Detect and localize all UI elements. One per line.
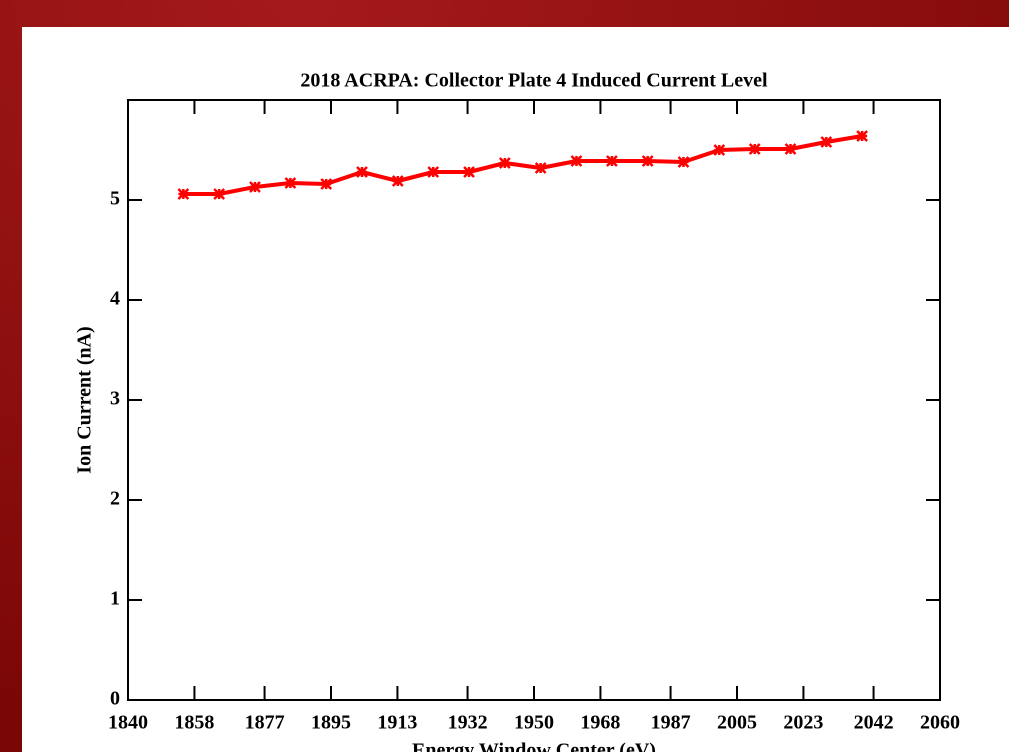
point-marker (177, 188, 190, 200)
x-tick-label: 1877 (245, 712, 285, 734)
x-tick-label: 1895 (311, 712, 351, 734)
point-marker (820, 136, 833, 148)
point-marker (677, 156, 690, 168)
point-marker (605, 155, 618, 167)
point-marker (284, 177, 297, 189)
point-marker (856, 130, 869, 142)
point-marker (498, 157, 511, 169)
point-marker (427, 166, 440, 178)
point-marker (784, 143, 797, 155)
x-tick-label: 1913 (377, 712, 417, 734)
y-tick-label: 3 (110, 388, 120, 410)
x-tick-label: 1987 (651, 712, 691, 734)
x-tick-label: 2060 (920, 712, 960, 734)
y-tick-label: 2 (110, 488, 120, 510)
y-tick-label: 4 (110, 288, 120, 310)
y-tick-label: 5 (110, 188, 120, 210)
x-tick-label: 2005 (717, 712, 757, 734)
point-marker (213, 188, 226, 200)
x-tick-label: 2042 (854, 712, 894, 734)
x-tick-label: 1858 (174, 712, 214, 734)
point-marker (249, 181, 261, 193)
x-axis-label: Energy Window Center (eV) (412, 740, 656, 752)
x-tick-label: 2023 (783, 712, 823, 734)
point-marker (713, 144, 726, 156)
panel (22, 27, 1009, 752)
point-marker (356, 166, 368, 178)
point-marker (570, 155, 583, 167)
point-marker (320, 178, 333, 190)
point-marker (641, 155, 654, 167)
x-tick-label: 1932 (448, 712, 488, 734)
series-line (183, 134, 863, 196)
x-tick-label: 1968 (580, 712, 620, 734)
y-axis-label: Ion Current (nA) (74, 326, 96, 473)
x-tick-label: 1840 (108, 712, 148, 734)
point-marker (391, 175, 404, 187)
y-tick-label: 0 (110, 688, 120, 710)
y-tick-label: 1 (110, 588, 120, 610)
point-marker (463, 166, 475, 178)
x-tick-label: 1950 (514, 712, 554, 734)
point-marker (534, 162, 547, 174)
point-marker (748, 143, 761, 155)
chart-title: 2018 ACRPA: Collector Plate 4 Induced Cu… (300, 70, 768, 92)
